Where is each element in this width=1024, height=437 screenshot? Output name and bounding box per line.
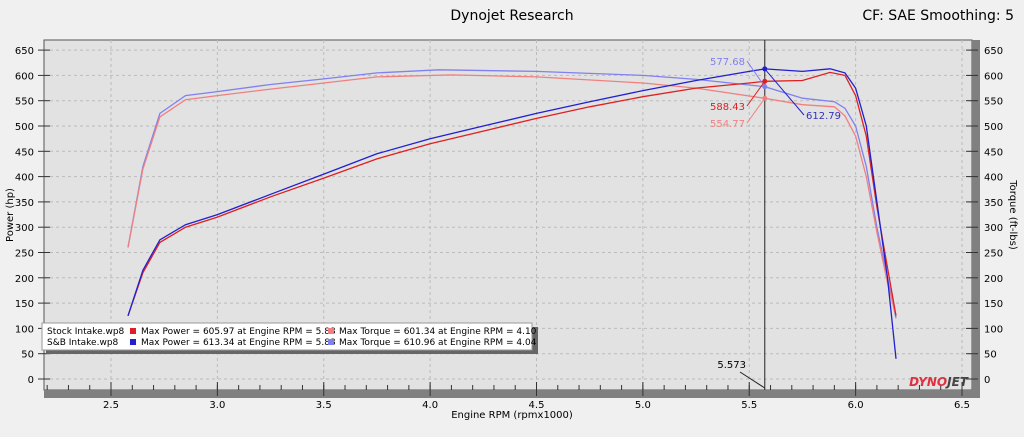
y2-tick-label: 300 <box>984 223 1003 234</box>
x-tick-label: 4.5 <box>529 400 545 411</box>
legend-file: S&B Intake.wp8 <box>47 338 119 348</box>
y-tick-label: 550 <box>15 97 34 108</box>
cursor-value-label: 588.43 <box>710 102 745 113</box>
y2-tick-label: 550 <box>984 97 1003 108</box>
legend-power: Max Power = 605.97 at Engine RPM = 5.88 <box>141 327 336 337</box>
cursor-marker <box>762 78 768 84</box>
cursor-value-label: 612.79 <box>806 111 841 122</box>
legend-power-swatch <box>130 339 136 345</box>
cursor-value-arrow <box>764 68 805 116</box>
cursor-arrow <box>739 371 766 389</box>
cursor-x-label: 5.573 <box>717 360 746 371</box>
y2-tick-label: 450 <box>984 147 1003 158</box>
y2-tick-label: 350 <box>984 198 1003 209</box>
legend-torque: Max Torque = 610.96 at Engine RPM = 4.04 <box>339 338 537 348</box>
y-tick-label: 350 <box>15 198 34 209</box>
x-tick-label: 5.0 <box>635 400 651 411</box>
cursor-value-arrow <box>746 80 766 107</box>
legend-torque-swatch <box>328 328 334 334</box>
x-axis-label: Engine RPM (rpmx1000) <box>451 410 573 421</box>
cursor-value-arrow <box>746 60 766 87</box>
y-tick-label: 50 <box>21 350 34 361</box>
y2-axis-label: Torque (ft-lbs) <box>1007 179 1018 250</box>
y-tick-label: 150 <box>15 299 34 310</box>
cursor-marker <box>762 95 768 101</box>
x-tick-label: 2.5 <box>103 400 119 411</box>
y-tick-label: 500 <box>15 122 34 133</box>
x-tick-label: 6.0 <box>848 400 864 411</box>
y2-tick-label: 100 <box>984 324 1003 335</box>
x-tick-label: 4.0 <box>422 400 438 411</box>
y-tick-label: 450 <box>15 147 34 158</box>
legend-power-swatch <box>130 328 136 334</box>
cursor-value-arrow <box>746 97 766 124</box>
legend-power: Max Power = 613.34 at Engine RPM = 5.88 <box>141 338 336 348</box>
chart-info: CF: SAE Smoothing: 5 <box>862 8 1014 24</box>
sb_torque-line <box>127 69 897 319</box>
y-tick-label: 0 <box>28 375 34 386</box>
legend-box <box>41 322 533 351</box>
y-tick-label: 250 <box>15 249 34 260</box>
legend-torque-swatch <box>328 339 334 345</box>
cursor-marker <box>762 66 768 72</box>
y-axis-label: Power (hp) <box>5 188 16 242</box>
y2-tick-label: 250 <box>984 249 1003 260</box>
y-tick-label: 600 <box>15 71 34 82</box>
chart-title: Dynojet Research <box>450 8 573 24</box>
legend-torque: Max Torque = 601.34 at Engine RPM = 4.10 <box>339 327 537 337</box>
plot-shadow-bottom <box>44 390 980 398</box>
plot-shadow-right <box>972 40 980 398</box>
y-tick-label: 650 <box>15 46 34 57</box>
cursor-marker <box>762 84 768 90</box>
y2-tick-label: 650 <box>984 46 1003 57</box>
y2-tick-label: 150 <box>984 299 1003 310</box>
sb_power-line <box>127 68 897 359</box>
legend: Stock Intake.wp8 Max Power = 605.97 at En… <box>41 322 538 354</box>
y-tick-label: 300 <box>15 223 34 234</box>
y-tick-label: 100 <box>15 324 34 335</box>
y2-tick-label: 50 <box>984 350 997 361</box>
cursor-value-label: 554.77 <box>710 119 745 130</box>
x-tick-label: 3.5 <box>316 400 332 411</box>
y2-tick-label: 500 <box>984 122 1003 133</box>
y2-tick-label: 0 <box>984 375 990 386</box>
y2-tick-label: 200 <box>984 274 1003 285</box>
x-tick-label: 3.0 <box>209 400 225 411</box>
y2-tick-label: 400 <box>984 173 1003 184</box>
legend-file: Stock Intake.wp8 <box>47 327 125 337</box>
y-tick-label: 400 <box>15 173 34 184</box>
y-tick-label: 200 <box>15 274 34 285</box>
stock_power-line <box>127 71 897 317</box>
x-tick-label: 5.5 <box>741 400 757 411</box>
y2-tick-label: 600 <box>984 71 1003 82</box>
dynojet-logo: DYNOJET <box>909 375 969 389</box>
cursor-value-label: 577.68 <box>710 57 745 68</box>
stock_torque-line <box>127 74 897 316</box>
x-tick-label: 6.5 <box>954 400 970 411</box>
